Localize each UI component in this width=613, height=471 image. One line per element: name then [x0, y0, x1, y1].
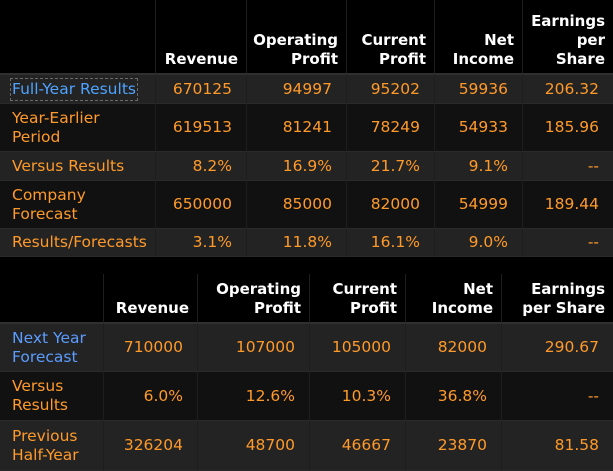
row-versus-results[interactable]: Versus Results 6.0% 12.6% 10.3% 36.8% --	[0, 372, 613, 421]
cell-revenue: 3.1%	[156, 229, 247, 257]
cell-revenue: 650000	[156, 181, 247, 229]
cell-eps: 189.44	[523, 181, 613, 229]
row-year-earlier-period[interactable]: Year-Earlier Period 619513 81241 78249 54…	[0, 104, 613, 152]
cell-current-profit: 105000	[310, 324, 406, 372]
cell-eps: 81.58	[502, 421, 613, 471]
col-header-current-profit: Current Profit	[347, 0, 435, 75]
cell-net-income: 23870	[406, 421, 502, 471]
cell-net-income: 54933	[435, 104, 523, 152]
cell-eps: --	[523, 152, 613, 181]
results-table: Revenue Operating Profit Current Profit Ne…	[0, 0, 613, 257]
cell-net-income: 59936	[435, 75, 523, 104]
row-label[interactable]: Versus Results	[0, 152, 156, 181]
cell-net-income: 82000	[406, 324, 502, 372]
cell-eps: 185.96	[523, 104, 613, 152]
col-header-operating-profit: Operating Profit	[198, 274, 310, 324]
row-label[interactable]: Results/Forecasts	[0, 229, 156, 257]
cell-revenue: 710000	[104, 324, 198, 372]
header-corner	[0, 0, 156, 75]
forecast-table: Revenue Operating Profit Current Profit Ne…	[0, 274, 613, 471]
cell-eps: 206.32	[523, 75, 613, 104]
header-corner	[0, 274, 104, 324]
row-full-year-results[interactable]: Full-Year Results 670125 94997 95202 599…	[0, 75, 613, 104]
cell-current-profit: 95202	[347, 75, 435, 104]
cell-net-income: 36.8%	[406, 372, 502, 421]
cell-current-profit: 78249	[347, 104, 435, 152]
cell-current-profit: 82000	[347, 181, 435, 229]
row-label[interactable]: Year-Earlier Period	[0, 104, 156, 152]
cell-current-profit: 16.1%	[347, 229, 435, 257]
row-previous-half-year[interactable]: Previous Half-Year 326204 48700 46667 238…	[0, 421, 613, 471]
cell-revenue: 670125	[156, 75, 247, 104]
row-label[interactable]: Next Year Forecast	[0, 324, 104, 372]
cell-operating-profit: 85000	[247, 181, 347, 229]
row-label[interactable]: Previous Half-Year	[0, 421, 104, 471]
cell-revenue: 6.0%	[104, 372, 198, 421]
col-header-eps: Earnings per Share	[523, 0, 613, 75]
cell-net-income: 9.0%	[435, 229, 523, 257]
row-label[interactable]: Company Forecast	[0, 181, 156, 229]
row-next-year-forecast[interactable]: Next Year Forecast 710000 107000 105000 8…	[0, 324, 613, 372]
col-header-revenue: Revenue	[156, 0, 247, 75]
cell-current-profit: 21.7%	[347, 152, 435, 181]
cell-revenue: 8.2%	[156, 152, 247, 181]
cell-net-income: 54999	[435, 181, 523, 229]
row-versus-results[interactable]: Versus Results 8.2% 16.9% 21.7% 9.1% --	[0, 152, 613, 181]
row-results-forecasts[interactable]: Results/Forecasts 3.1% 11.8% 16.1% 9.0% …	[0, 229, 613, 257]
cell-operating-profit: 81241	[247, 104, 347, 152]
col-header-net-income: Net Income	[406, 274, 502, 324]
col-header-eps: Earnings per Share	[502, 274, 613, 324]
col-header-revenue: Revenue	[104, 274, 198, 324]
cell-current-profit: 10.3%	[310, 372, 406, 421]
cell-revenue: 619513	[156, 104, 247, 152]
cell-eps: --	[502, 372, 613, 421]
row-company-forecast[interactable]: Company Forecast 650000 85000 82000 54999…	[0, 181, 613, 229]
cell-operating-profit: 16.9%	[247, 152, 347, 181]
cell-eps: --	[523, 229, 613, 257]
col-header-net-income: Net Income	[435, 0, 523, 75]
row-label[interactable]: Versus Results	[0, 372, 104, 421]
cell-eps: 290.67	[502, 324, 613, 372]
cell-revenue: 326204	[104, 421, 198, 471]
cell-net-income: 9.1%	[435, 152, 523, 181]
cell-operating-profit: 107000	[198, 324, 310, 372]
cell-operating-profit: 12.6%	[198, 372, 310, 421]
cell-operating-profit: 11.8%	[247, 229, 347, 257]
cell-current-profit: 46667	[310, 421, 406, 471]
cell-operating-profit: 94997	[247, 75, 347, 104]
col-header-current-profit: Current Profit	[310, 274, 406, 324]
row-label[interactable]: Full-Year Results	[0, 75, 156, 104]
col-header-operating-profit: Operating Profit	[247, 0, 347, 75]
cell-operating-profit: 48700	[198, 421, 310, 471]
